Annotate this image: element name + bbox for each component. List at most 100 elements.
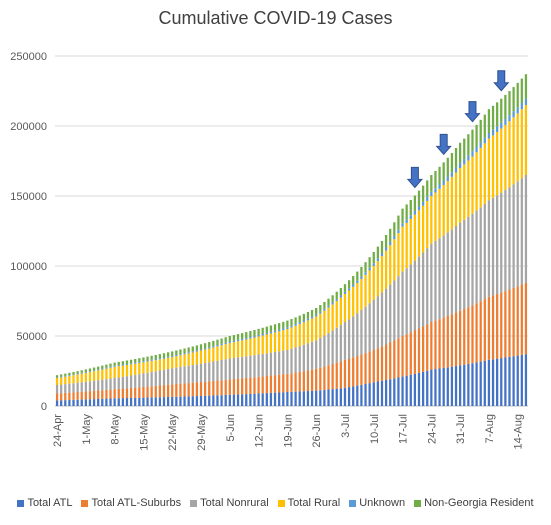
bar-segment <box>261 333 264 336</box>
bar-segment <box>315 340 318 369</box>
bar-segment <box>393 340 396 379</box>
bar-segment <box>479 142 482 148</box>
bar-segment <box>302 391 305 406</box>
bar-segment <box>101 379 104 391</box>
bar-segment <box>208 348 211 363</box>
bar-segment <box>421 205 425 253</box>
bar-segment <box>421 252 425 327</box>
bar-segment <box>187 365 190 384</box>
bar-segment <box>389 284 392 343</box>
bar-segment <box>245 337 248 340</box>
bar-segment <box>68 372 71 376</box>
bar-segment <box>331 364 334 390</box>
bar-segment <box>146 361 149 373</box>
bar-segment <box>475 210 478 304</box>
bar-segment <box>516 181 519 287</box>
bar-segment <box>352 284 355 287</box>
bar-segment <box>97 390 100 399</box>
annotation-arrow <box>435 133 452 156</box>
bar-segment <box>220 345 223 360</box>
bar-segment <box>224 359 227 380</box>
x-tick-label: 8-May <box>110 414 122 445</box>
bar-segment <box>504 189 507 292</box>
bar-segment <box>241 394 244 406</box>
bar-segment <box>253 329 256 337</box>
bar-segment <box>199 344 203 350</box>
bar-segment <box>294 372 297 392</box>
bar-segment <box>524 354 528 406</box>
legend-item: Total ATL-Suburbs <box>81 497 181 509</box>
bar-segment <box>191 346 194 352</box>
bar-segment <box>496 195 499 295</box>
legend-label: Total Nonrural <box>200 497 269 509</box>
bar-segment <box>253 377 256 394</box>
bar-segment <box>459 310 462 366</box>
bar-segment <box>315 314 318 317</box>
bar-segment <box>134 363 137 375</box>
bar-segment <box>475 303 478 363</box>
bar-segment <box>273 332 277 353</box>
bar-segment <box>446 367 449 406</box>
bar-segment <box>232 342 236 358</box>
bar-segment <box>409 264 412 333</box>
bar-segment <box>450 176 454 230</box>
bar-segment <box>471 363 474 406</box>
bar-segment <box>393 222 396 236</box>
bar-segment <box>343 322 347 360</box>
bar-segment <box>496 132 499 196</box>
bar-segment <box>286 320 289 328</box>
bar-segment <box>76 392 79 400</box>
bar-segment <box>397 338 400 378</box>
bar-segment <box>249 331 252 337</box>
bar-segment <box>487 138 491 201</box>
bar-segment <box>479 301 482 362</box>
bar-segment <box>60 384 63 394</box>
bar-segment <box>162 385 166 398</box>
bar-segment <box>347 290 351 320</box>
x-tick-label: 22-May <box>167 414 179 451</box>
bar-segment <box>298 324 301 347</box>
bar-segment <box>60 376 63 378</box>
bar-segment <box>212 347 215 362</box>
bar-segment <box>442 317 445 368</box>
bar-segment <box>134 374 137 388</box>
bar-segment <box>413 195 417 211</box>
bar-segment <box>64 376 67 385</box>
bar-segment <box>376 261 380 297</box>
bar-segment <box>129 387 133 398</box>
legend-item: Total Rural <box>277 497 340 509</box>
bar-segment <box>319 367 322 391</box>
bar-segment <box>446 316 449 368</box>
bar-segment <box>483 360 486 406</box>
bar-segment <box>294 391 297 406</box>
bar-segment <box>175 396 178 406</box>
bar-segment <box>282 392 285 406</box>
bar-segment <box>282 328 285 331</box>
bar-segment <box>265 326 268 333</box>
bar-segment <box>183 354 186 367</box>
bar-segment <box>352 286 355 317</box>
bar-segment <box>117 398 120 406</box>
bar-segment <box>454 312 458 367</box>
bar-segment <box>97 380 100 391</box>
bar-segment <box>191 352 194 366</box>
bar-segment <box>434 320 437 370</box>
bar-segment <box>138 397 141 406</box>
bar-segment <box>241 340 244 357</box>
bar-segment <box>109 363 112 367</box>
bar-segment <box>463 309 466 365</box>
bar-segment <box>475 362 478 406</box>
bar-segment <box>171 351 174 356</box>
bar-segment <box>417 328 421 373</box>
bar-segment <box>327 305 330 308</box>
bar-segment <box>491 197 495 296</box>
bar-segment <box>117 365 120 367</box>
bar-segment <box>450 314 454 367</box>
bar-segment <box>356 271 359 281</box>
bar-segment <box>273 392 277 406</box>
bar-segment <box>179 349 182 355</box>
bar-segment <box>446 181 449 233</box>
bar-segment <box>430 322 433 370</box>
bar-segment <box>117 361 120 366</box>
bar-segment <box>64 373 67 376</box>
